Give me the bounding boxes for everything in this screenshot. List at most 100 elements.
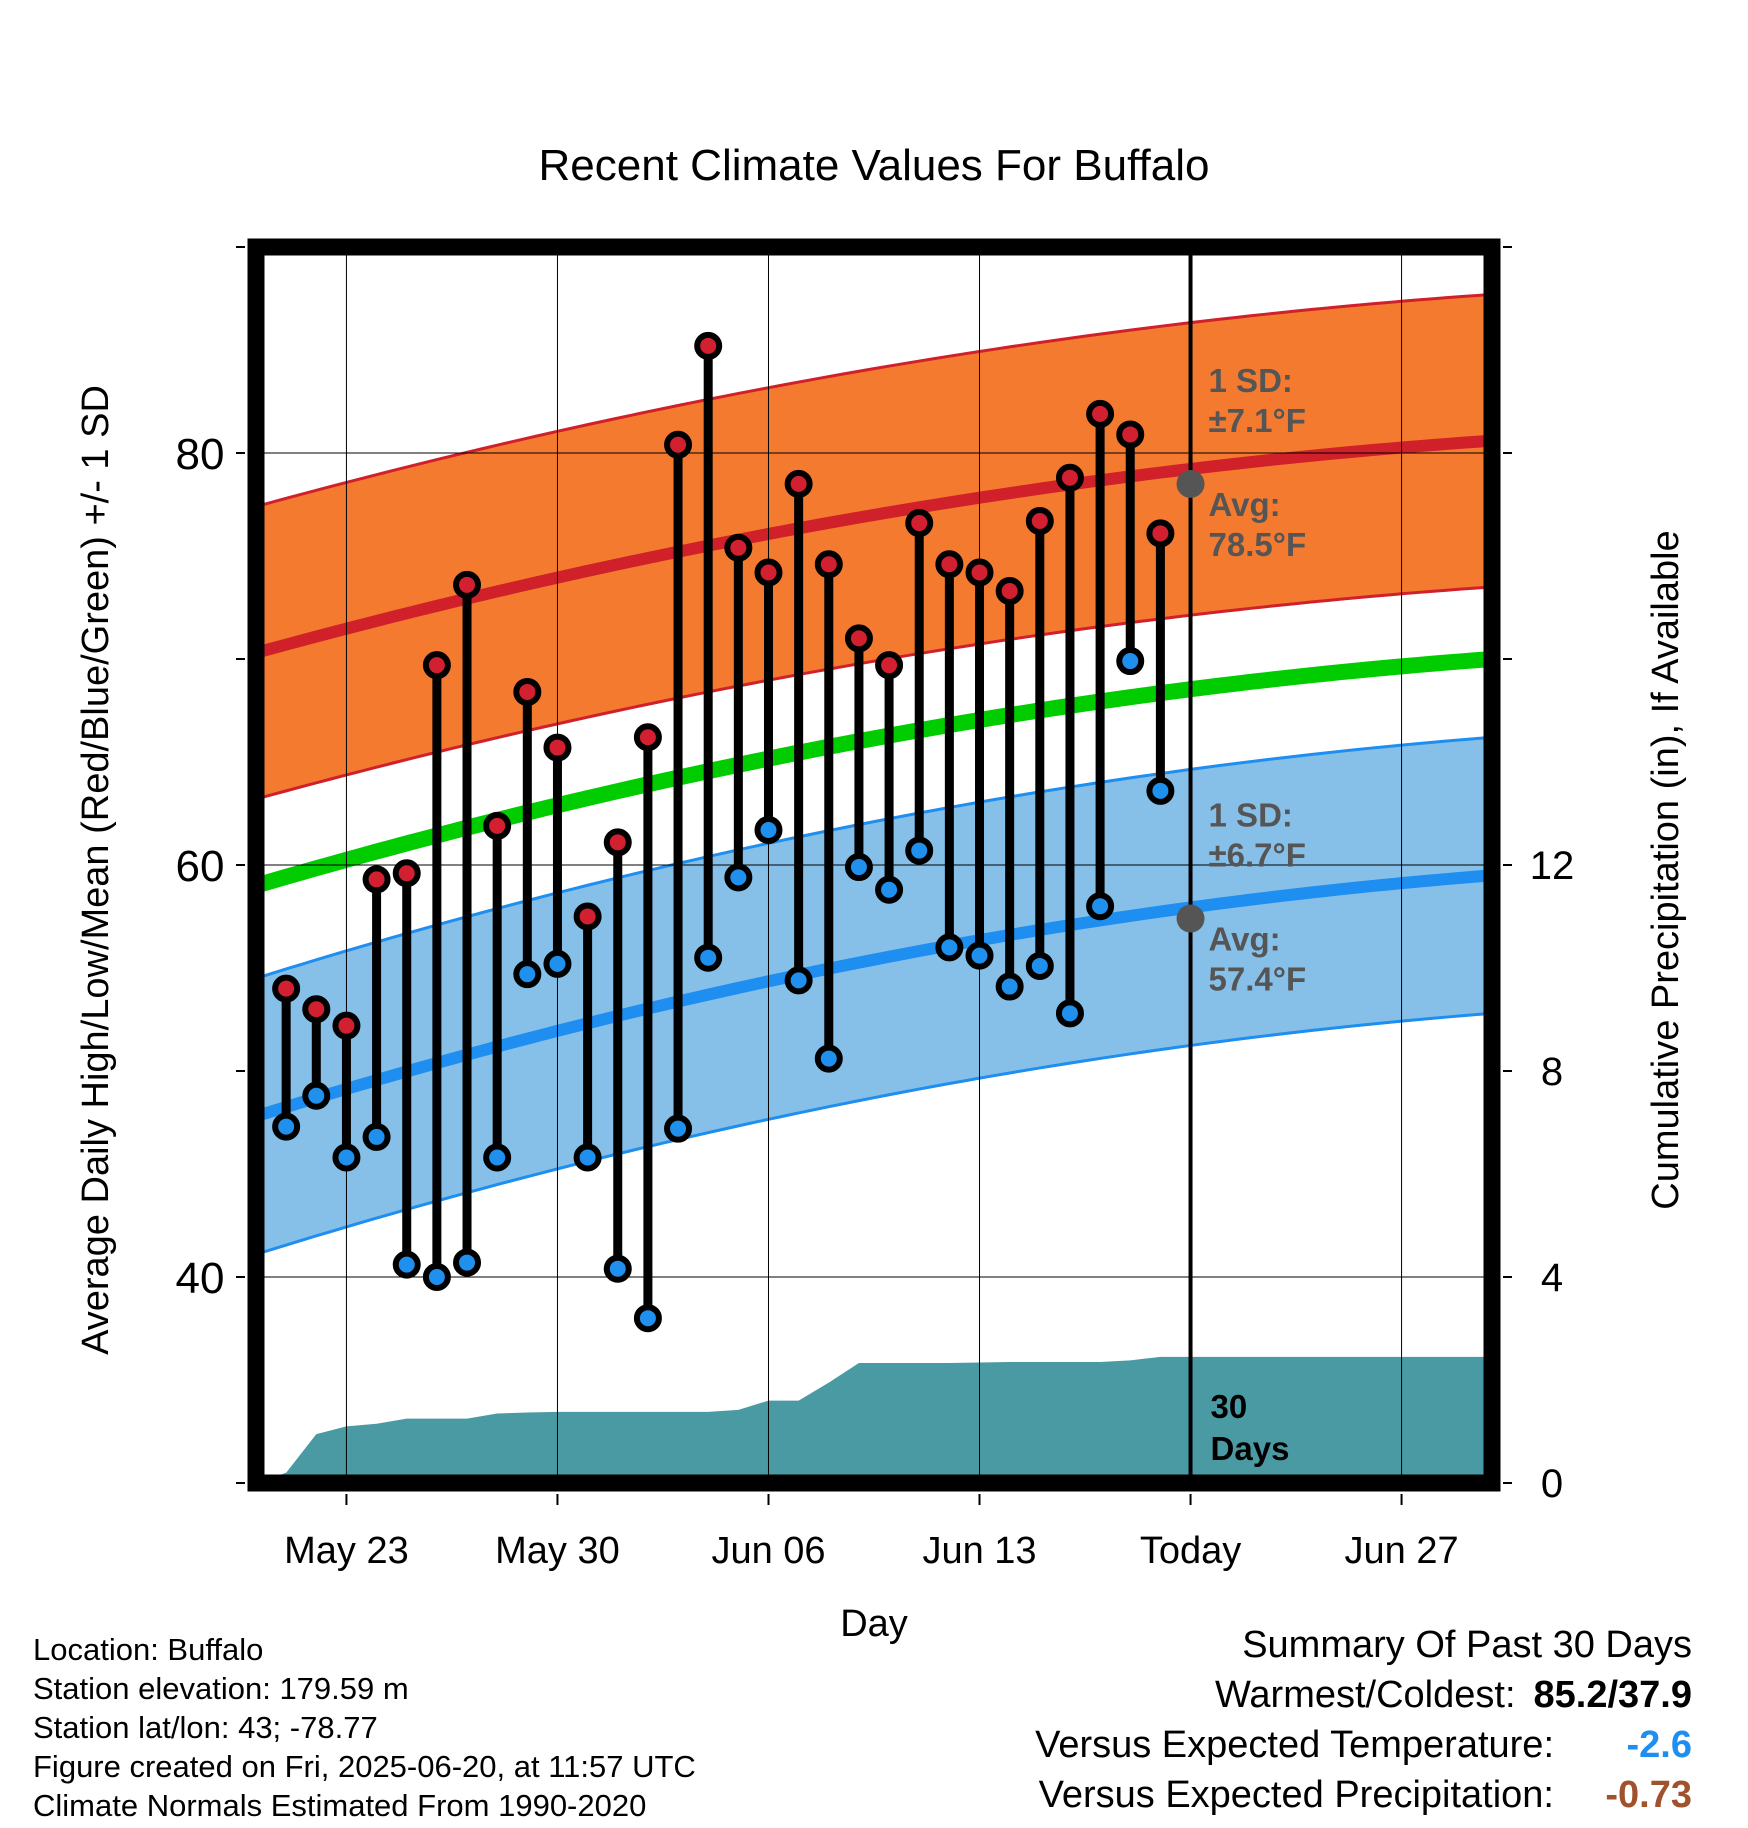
precip-label: Versus Expected Precipitation:	[1038, 1774, 1554, 1816]
daily-high-point	[332, 1011, 361, 1040]
created-text: Figure created on Fri, 2025-06-20, at 11…	[33, 1749, 696, 1784]
daily-low-point	[814, 1044, 843, 1073]
low-sd-upper-edge	[256, 735, 1492, 980]
daily-high-point	[1086, 399, 1115, 428]
daily-high-point	[362, 865, 391, 894]
high-avg-value: 78.5°F	[1209, 526, 1307, 563]
daily-high-point	[875, 651, 904, 680]
daily-high-point	[844, 624, 873, 653]
daily-high-point	[784, 469, 813, 498]
plot-area	[256, 247, 1492, 1483]
low-sd-label: 1 SD:	[1209, 797, 1293, 834]
latlon-text: Station lat/lon: 43; -78.77	[33, 1710, 378, 1745]
daily-high-point	[1055, 463, 1084, 492]
summary-precip-row: Versus Expected Precipitation: -0.73	[792, 1770, 1692, 1820]
daily-high-point	[664, 430, 693, 459]
daily-high-point	[814, 550, 843, 579]
daily-low-point	[935, 933, 964, 962]
normal-mean-line	[256, 651, 1492, 894]
elevation-text: Station elevation: 179.59 m	[33, 1671, 409, 1706]
high-sd-value: ±7.1°F	[1209, 402, 1306, 439]
high-avg-label: Avg:	[1209, 486, 1281, 523]
y-axis-label-right: Cumulative Precipitation (in), If Availa…	[1645, 530, 1687, 1209]
summary-title: Summary Of Past 30 Days	[1242, 1624, 1692, 1666]
daily-high-point	[754, 558, 783, 587]
daily-high-point	[483, 811, 512, 840]
daily-high-point	[935, 550, 964, 579]
high-sd-upper-edge	[256, 292, 1492, 509]
station-info: Location: Buffalo Station elevation: 179…	[33, 1630, 696, 1825]
plot-clip-group	[256, 247, 1492, 1483]
x-axis-label: Day	[840, 1603, 908, 1645]
daily-low-point	[483, 1143, 512, 1172]
daily-high-point	[422, 651, 451, 680]
low-sd-value: ±6.7°F	[1209, 837, 1306, 874]
daily-low-point	[1055, 999, 1084, 1028]
daily-high-point	[1146, 519, 1175, 548]
high-sd-band	[256, 294, 1492, 800]
warm-cold-value: 85.2/37.9	[1533, 1674, 1692, 1716]
daily-high-point	[573, 902, 602, 931]
daily-low-point	[272, 1112, 301, 1141]
daily-low-point	[362, 1122, 391, 1151]
daily-low-point	[633, 1304, 662, 1333]
daily-low-point	[694, 943, 723, 972]
daily-high-point	[633, 723, 662, 752]
axes: 40 60 80 0 4 8 12 May 23 May 30 Jun 06 Jun 13 Today…	[176, 238, 1575, 1572]
daily-low-point	[302, 1081, 331, 1110]
temp-value: -2.6	[1626, 1724, 1692, 1766]
daily-high-point	[513, 677, 542, 706]
location-text: Location: Buffalo	[33, 1632, 264, 1667]
daily-low-point	[1146, 776, 1175, 805]
summary-temp-row: Versus Expected Temperature: -2.6	[792, 1720, 1692, 1770]
days-label: Days	[1211, 1430, 1290, 1467]
daily-high-point	[603, 828, 632, 857]
daily-low-point	[573, 1143, 602, 1172]
daily-high-point	[1025, 506, 1054, 535]
summary-panel: Summary Of Past 30 Days Warmest/Coldest:…	[792, 1620, 1692, 1820]
daily-high-point	[302, 995, 331, 1024]
precip-area	[256, 1356, 1492, 1483]
low-avg-value: 57.4°F	[1209, 961, 1307, 998]
x-tick-label: May 30	[495, 1530, 620, 1572]
temp-label: Versus Expected Temperature:	[1035, 1724, 1554, 1766]
x-tick-label: Today	[1140, 1530, 1241, 1572]
daily-high-point	[392, 859, 421, 888]
x-tick-label: Jun 27	[1345, 1530, 1459, 1572]
today-high-avg-marker	[1176, 469, 1205, 498]
daily-high-point	[1116, 420, 1145, 449]
y-right-tick-label: 4	[1541, 1256, 1563, 1300]
daily-low-point	[784, 966, 813, 995]
plot-frame	[247, 238, 1501, 1492]
chart-title: Recent Climate Values For Buffalo	[539, 141, 1210, 190]
daily-low-point	[724, 863, 753, 892]
daily-high-point	[694, 331, 723, 360]
y-right-tick-label: 8	[1541, 1050, 1563, 1094]
daily-low-point	[754, 815, 783, 844]
y-right-tick-label: 12	[1530, 844, 1575, 888]
normal-high-line	[256, 434, 1492, 659]
normals-text: Climate Normals Estimated From 1990-2020	[33, 1788, 647, 1823]
y-left-tick-label: 80	[176, 430, 225, 479]
days-count-label: 30	[1211, 1388, 1248, 1425]
daily-low-point	[664, 1114, 693, 1143]
daily-low-point	[453, 1248, 482, 1277]
daily-low-point	[1025, 951, 1054, 980]
daily-low-point	[875, 875, 904, 904]
daily-high-point	[965, 558, 994, 587]
summary-warm-cold-row: Warmest/Coldest: 85.2/37.9	[792, 1670, 1692, 1720]
daily-low-point	[543, 949, 572, 978]
daily-low-point	[422, 1263, 451, 1291]
y-left-tick-label: 40	[176, 1254, 225, 1303]
y-left-tick-label: 60	[176, 842, 225, 891]
daily-low-point	[995, 972, 1024, 1001]
today-low-avg-marker	[1176, 904, 1205, 933]
daily-high-point	[905, 509, 934, 538]
precip-value: -0.73	[1605, 1774, 1692, 1816]
daily-high-point	[272, 974, 301, 1003]
y-right-tick-label: 0	[1541, 1462, 1563, 1506]
daily-high-point	[995, 577, 1024, 606]
daily-low-point	[392, 1250, 421, 1279]
high-sd-label: 1 SD:	[1209, 362, 1293, 399]
